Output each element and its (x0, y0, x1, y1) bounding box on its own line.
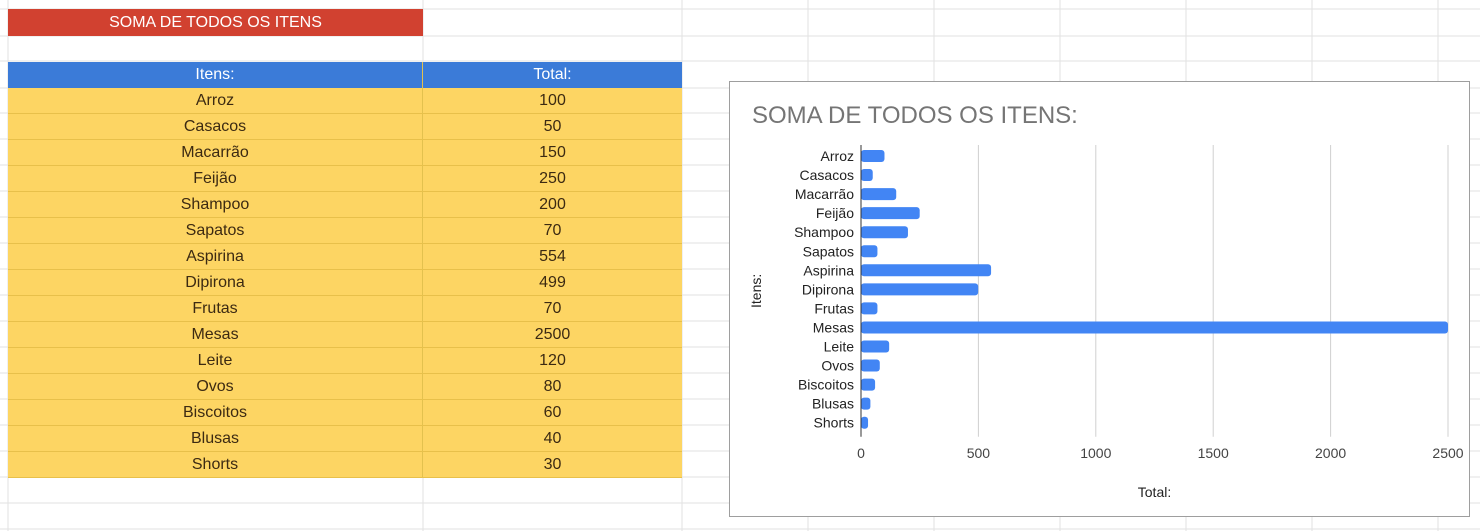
table-cell-total[interactable]: 499 (423, 270, 682, 296)
bar-6 (861, 245, 878, 258)
y-tick-label: Biscoitos (798, 377, 854, 393)
table-cell-total[interactable]: 50 (423, 114, 682, 140)
table-cell-item[interactable]: Dipirona (8, 270, 423, 296)
x-tick-label: 500 (967, 445, 991, 461)
table-cell-item[interactable]: Leite (8, 348, 423, 374)
y-tick-label: Aspirina (803, 262, 854, 278)
y-tick-label: Mesas (813, 319, 854, 335)
table-cell-total[interactable]: 250 (423, 166, 682, 192)
bar-9 (861, 302, 878, 315)
sheet-title-cell[interactable]: SOMA DE TODOS OS ITENS (8, 9, 423, 36)
y-tick-label: Shampoo (794, 224, 854, 240)
x-tick-label: 1500 (1198, 445, 1229, 461)
y-tick-label: Macarrão (795, 186, 854, 202)
y-axis-title: Itens: (748, 274, 764, 308)
table-cell-total[interactable]: 150 (423, 140, 682, 166)
x-tick-label: 0 (857, 445, 865, 461)
table-cell-item[interactable]: Casacos (8, 114, 423, 140)
table-cell-item[interactable]: Shampoo (8, 192, 423, 218)
table-cell-total[interactable]: 554 (423, 244, 682, 270)
bar-14 (861, 397, 871, 410)
table-cell-total[interactable]: 100 (423, 88, 682, 114)
y-tick-label: Frutas (814, 300, 854, 316)
x-tick-label: 2000 (1315, 445, 1346, 461)
x-axis-title: Total: (1138, 484, 1171, 500)
chart-title: SOMA DE TODOS OS ITENS: (752, 102, 1078, 129)
bar-4 (861, 207, 920, 220)
bar-13 (861, 378, 876, 391)
table-cell-item[interactable]: Shorts (8, 452, 423, 478)
y-tick-label: Leite (824, 339, 855, 355)
header-cell-itens[interactable]: Itens: (8, 62, 423, 88)
x-tick-label: 1000 (1080, 445, 1111, 461)
x-tick-label: 2500 (1432, 445, 1463, 461)
header-cell-total[interactable]: Total: (423, 62, 682, 88)
y-tick-label: Dipirona (802, 281, 854, 297)
table-cell-item[interactable]: Mesas (8, 322, 423, 348)
y-tick-label: Sapatos (803, 243, 854, 259)
table-cell-total[interactable]: 30 (423, 452, 682, 478)
table-cell-item[interactable]: Sapatos (8, 218, 423, 244)
chart-plot: Arroz Casacos Macarrão Feijão Shampoo Sapatos… (748, 145, 1464, 500)
table-cell-total[interactable]: 2500 (423, 322, 682, 348)
table-cell-item[interactable]: Macarrão (8, 140, 423, 166)
bar-chart[interactable]: SOMA DE TODOS OS ITENS: Arroz Casacos Maca… (729, 81, 1470, 517)
bar-8 (861, 283, 979, 296)
y-tick-label: Ovos (821, 358, 854, 374)
bar-3 (861, 188, 897, 201)
table-cell-item[interactable]: Aspirina (8, 244, 423, 270)
bar-11 (861, 340, 890, 353)
table-cell-total[interactable]: 60 (423, 400, 682, 426)
table-cell-total[interactable]: 200 (423, 192, 682, 218)
table-cell-item[interactable]: Biscoitos (8, 400, 423, 426)
table-cell-total[interactable]: 40 (423, 426, 682, 452)
table-cell-item[interactable]: Ovos (8, 374, 423, 400)
table-cell-item[interactable]: Arroz (8, 88, 423, 114)
bar-5 (861, 226, 908, 239)
table-cell-total[interactable]: 80 (423, 374, 682, 400)
table-cell-item[interactable]: Frutas (8, 296, 423, 322)
y-tick-label: Casacos (800, 167, 854, 183)
bar-7 (861, 264, 992, 277)
y-tick-label: Arroz (821, 148, 854, 164)
y-tick-label: Shorts (814, 415, 854, 431)
table-cell-total[interactable]: 120 (423, 348, 682, 374)
bar-10 (861, 321, 1448, 334)
table-cell-item[interactable]: Blusas (8, 426, 423, 452)
table-cell-item[interactable]: Feijão (8, 166, 423, 192)
table-cell-total[interactable]: 70 (423, 296, 682, 322)
y-tick-label: Feijão (816, 205, 854, 221)
bar-2 (861, 169, 873, 182)
bar-15 (861, 416, 869, 429)
table-cell-total[interactable]: 70 (423, 218, 682, 244)
bar-12 (861, 359, 880, 372)
bar-1 (861, 150, 885, 162)
y-tick-label: Blusas (812, 396, 854, 412)
